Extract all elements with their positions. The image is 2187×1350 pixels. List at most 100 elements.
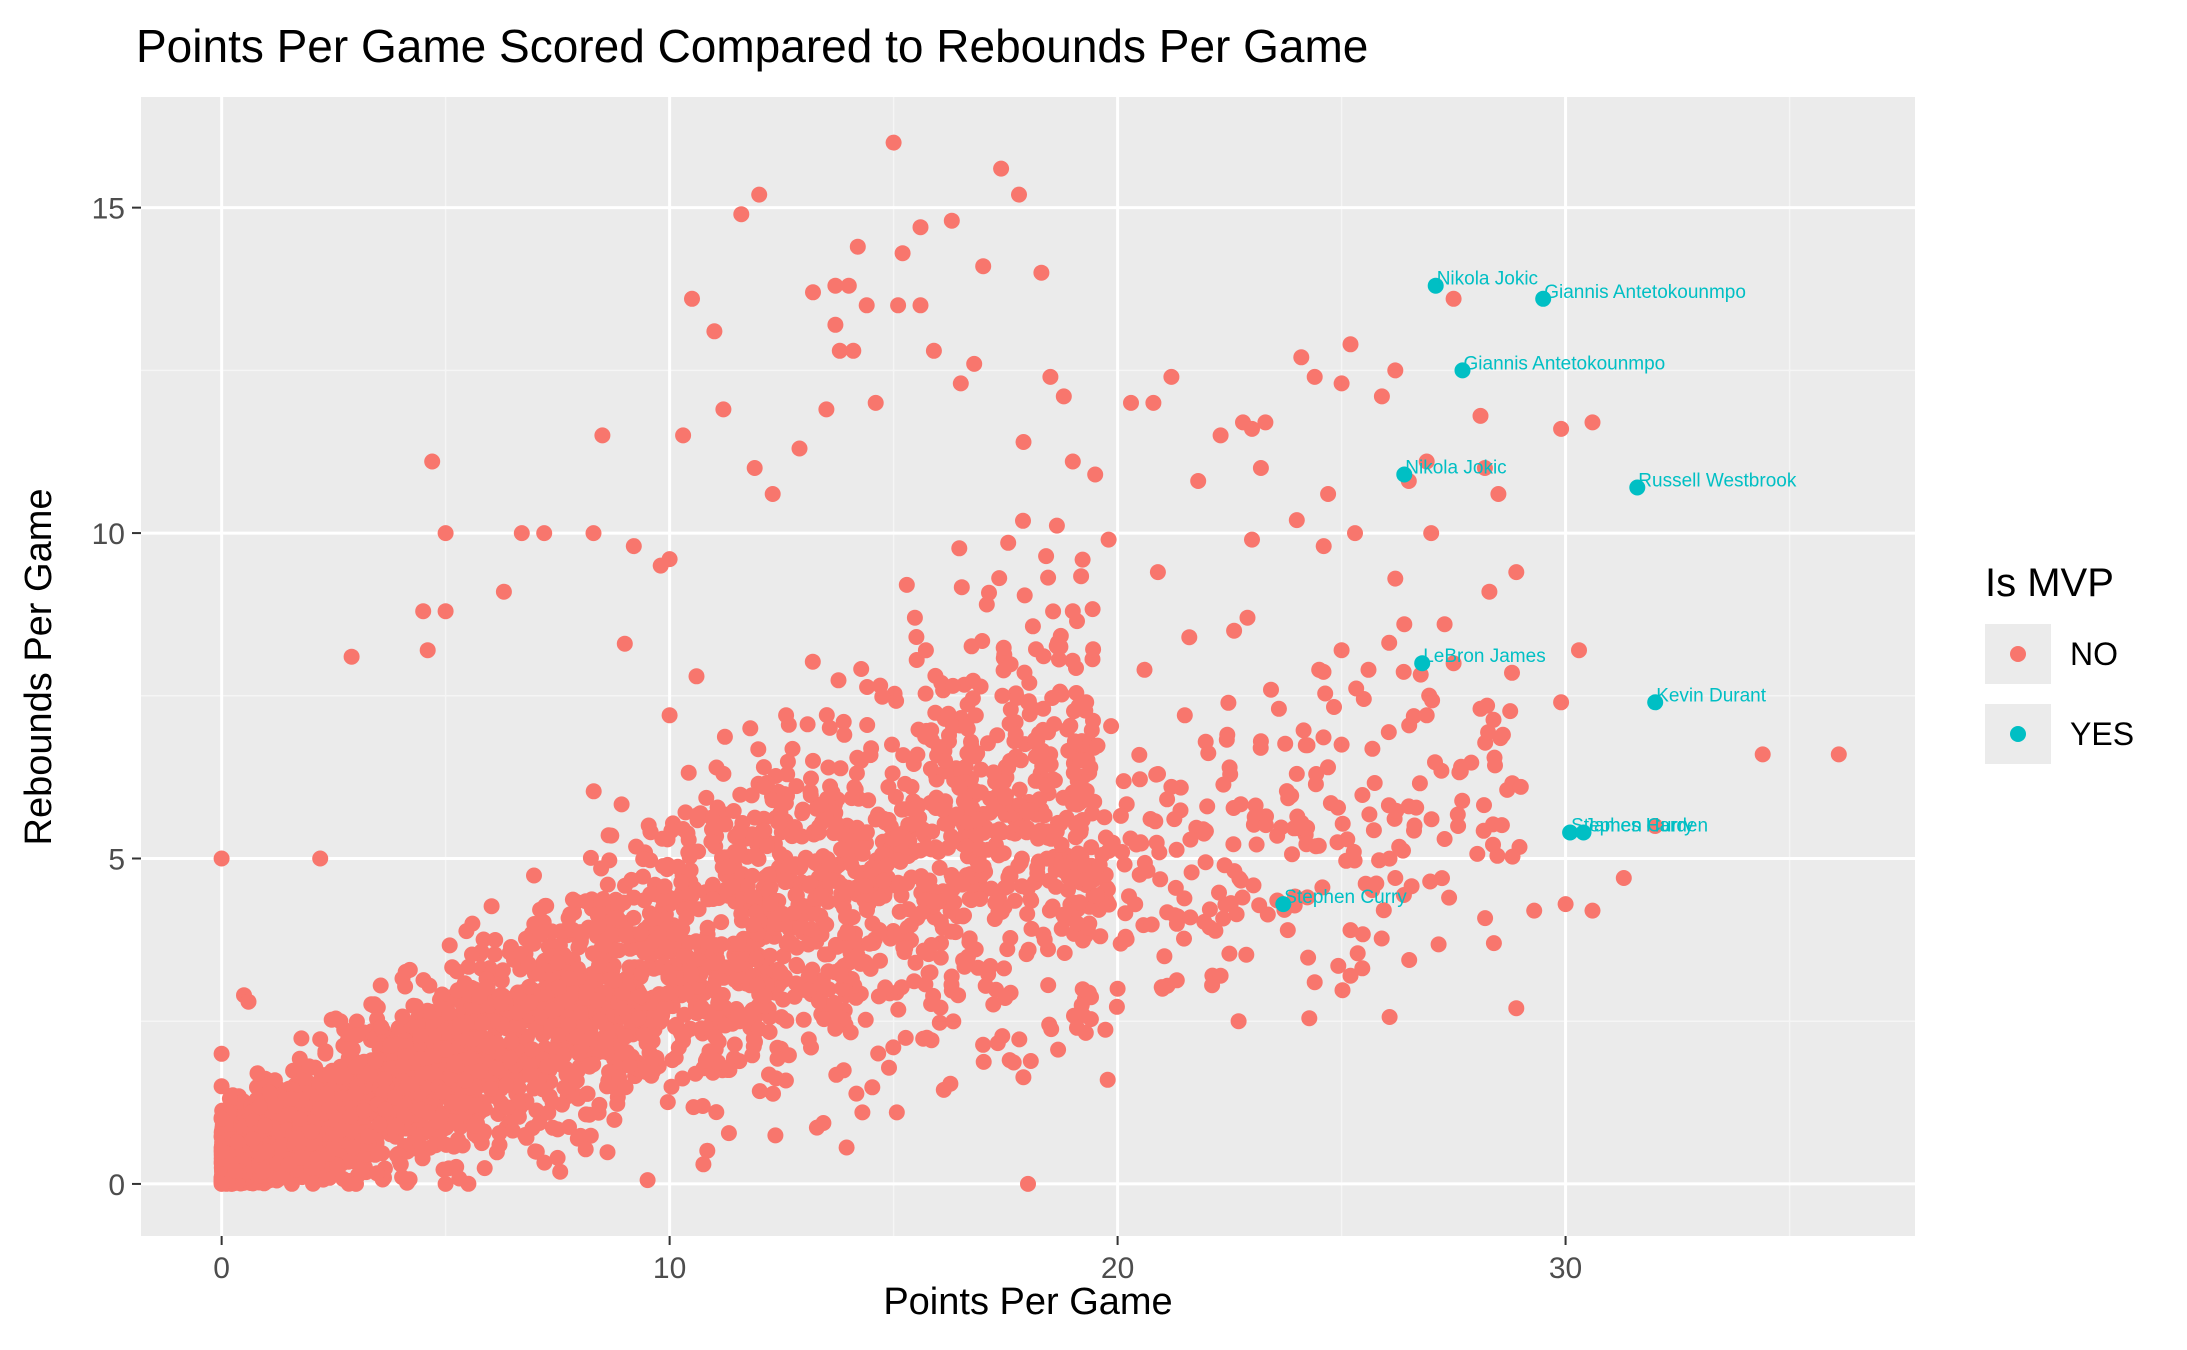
- mvp-label: Kevin Durant: [1656, 685, 1767, 706]
- point-no: [1348, 680, 1365, 697]
- point-no: [1148, 834, 1165, 851]
- point-no: [1226, 622, 1243, 639]
- point-no: [249, 1065, 266, 1082]
- point-no: [747, 847, 764, 863]
- x-axis-title: Points Per Game: [883, 1281, 1172, 1323]
- point-no: [280, 1156, 297, 1173]
- point-no: [1039, 850, 1055, 867]
- point-no: [930, 739, 947, 755]
- point-no: [792, 919, 809, 936]
- point-no: [590, 918, 607, 935]
- point-no: [895, 747, 912, 764]
- mvp-label: LeBron James: [1423, 646, 1546, 667]
- point-no: [564, 891, 581, 908]
- point-no: [434, 986, 451, 1003]
- point-no: [916, 876, 932, 893]
- point-no: [800, 982, 817, 999]
- point-no: [656, 1001, 673, 1018]
- point-no: [403, 1076, 420, 1093]
- point-no: [1246, 809, 1263, 825]
- point-no: [503, 1033, 520, 1050]
- point-no: [561, 970, 578, 987]
- point-no: [898, 576, 915, 593]
- point-no: [934, 801, 951, 818]
- point-no: [454, 1137, 471, 1154]
- point-no: [1092, 928, 1109, 945]
- point-no: [755, 759, 772, 776]
- point-no: [1330, 957, 1347, 974]
- point-no: [925, 342, 942, 359]
- point-no: [1504, 664, 1520, 681]
- point-no: [854, 1104, 871, 1121]
- point-no: [1257, 414, 1274, 431]
- point-no: [474, 1015, 491, 1032]
- point-no: [1172, 802, 1189, 819]
- point-no: [1038, 548, 1055, 565]
- point-no: [397, 978, 414, 995]
- point-no: [1584, 414, 1601, 431]
- point-no: [756, 988, 773, 1005]
- point-no: [769, 1039, 786, 1056]
- point-no: [1156, 948, 1173, 965]
- point-yes: [1427, 277, 1444, 294]
- point-no: [923, 996, 940, 1012]
- point-no: [693, 1020, 710, 1037]
- point-no: [396, 1107, 413, 1123]
- point-no: [779, 753, 796, 770]
- point-no: [1073, 568, 1090, 585]
- point-no: [822, 872, 838, 889]
- point-no: [821, 719, 838, 736]
- point-no: [538, 897, 555, 914]
- point-no: [1315, 729, 1332, 746]
- point-no: [441, 937, 458, 954]
- point-no: [945, 1013, 962, 1030]
- point-no: [254, 1163, 271, 1180]
- point-no: [838, 882, 855, 899]
- point-no: [1053, 859, 1070, 876]
- point-no: [699, 919, 716, 936]
- point-no: [995, 773, 1012, 790]
- point-no: [511, 1018, 527, 1035]
- point-no: [733, 206, 750, 223]
- point-no: [1239, 609, 1256, 626]
- point-no: [667, 890, 683, 907]
- legend-title: Is MVP: [1985, 561, 2114, 605]
- point-no: [1002, 752, 1019, 769]
- point-no: [890, 1001, 907, 1018]
- point-no: [1469, 845, 1486, 862]
- point-no: [594, 427, 611, 444]
- point-no: [508, 1004, 525, 1021]
- point-no: [897, 940, 914, 957]
- point-no: [1329, 834, 1346, 851]
- point-no: [781, 858, 798, 874]
- point-no: [213, 1110, 230, 1127]
- point-no: [1062, 717, 1079, 734]
- point-no: [1557, 896, 1574, 913]
- point-no: [441, 1005, 458, 1021]
- point-no: [731, 823, 748, 840]
- point-no: [1333, 736, 1350, 753]
- point-no: [1168, 841, 1185, 858]
- point-no: [325, 1140, 342, 1157]
- point-no: [827, 316, 844, 333]
- point-no: [1042, 368, 1059, 385]
- point-no: [994, 687, 1011, 704]
- point-no: [1131, 746, 1148, 763]
- point-no: [975, 1053, 992, 1070]
- point-no: [699, 1142, 716, 1159]
- point-no: [1405, 708, 1422, 725]
- point-no: [955, 908, 972, 925]
- point-no: [1475, 822, 1492, 839]
- point-no: [673, 874, 690, 891]
- legend-label-no: NO: [2070, 636, 2118, 672]
- point-no: [1326, 699, 1342, 715]
- point-no: [893, 801, 910, 818]
- point-no: [1245, 877, 1262, 894]
- point-no: [1211, 884, 1227, 901]
- point-no: [919, 725, 936, 742]
- point-no: [958, 838, 975, 855]
- point-no: [1181, 629, 1198, 646]
- point-no: [527, 1143, 544, 1160]
- point-no: [1199, 798, 1216, 815]
- point-no: [874, 688, 891, 705]
